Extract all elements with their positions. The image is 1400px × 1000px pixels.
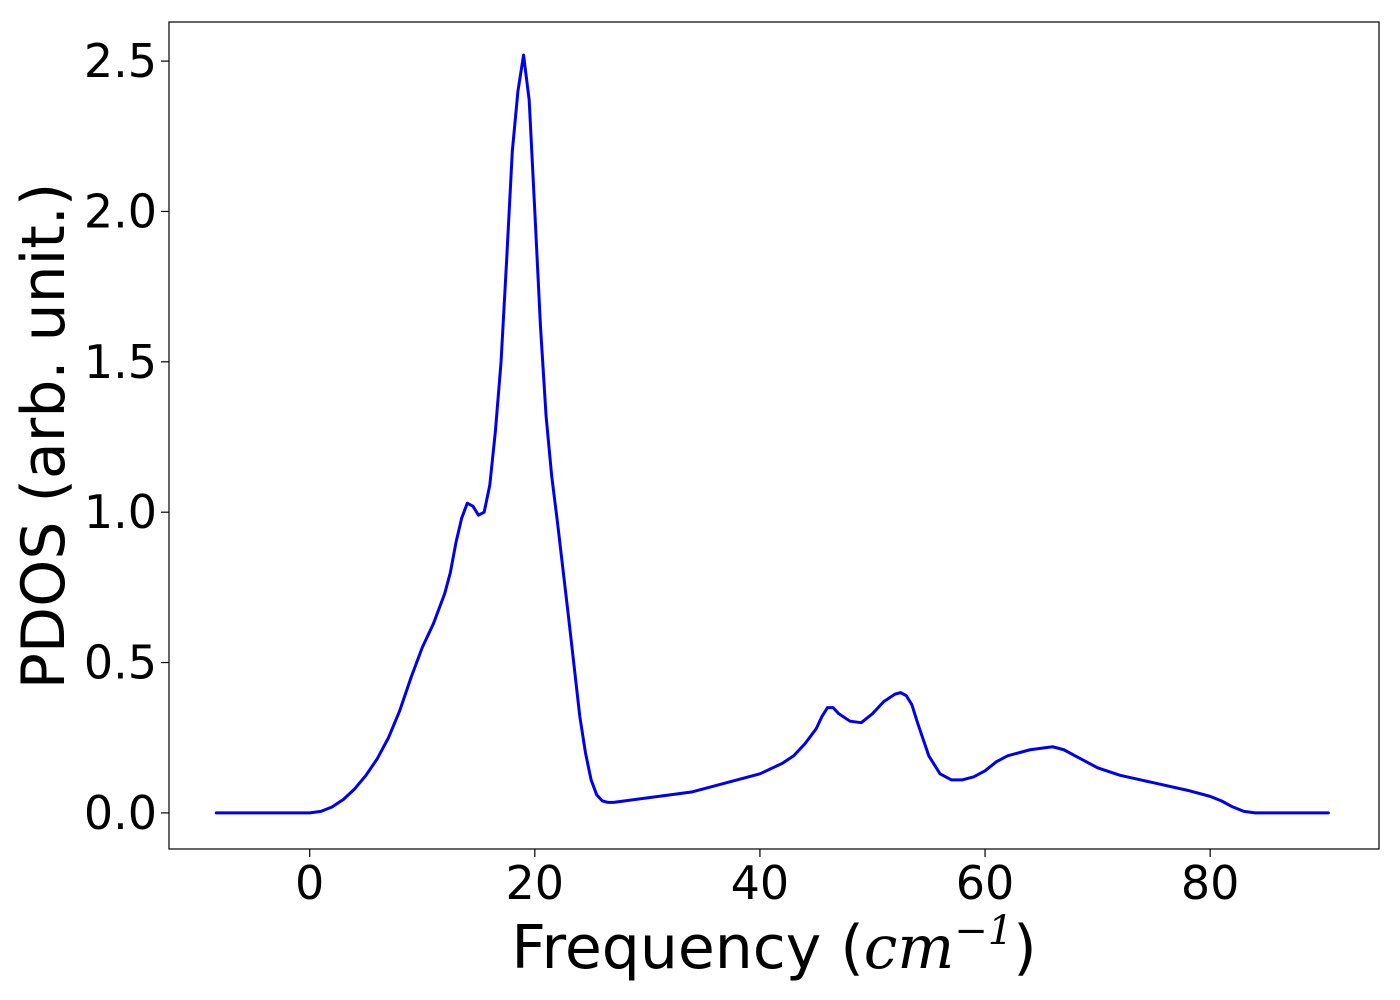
x-axis-title-open-paren: ( (821, 913, 863, 983)
y-tick-label: 2.0 (84, 184, 157, 238)
series-line-0 (214, 53, 1330, 815)
y-tick-label: 1.5 (84, 335, 157, 389)
x-tick-label: 20 (506, 856, 565, 910)
y-tick-label: 2.5 (84, 34, 157, 88)
y-tick-label: 0.0 (84, 786, 157, 840)
x-axis-title: Frequency (cm−1) (511, 908, 1036, 983)
x-axis-ticks: 0 20 40 60 80 (295, 849, 1239, 910)
x-axis-title-unit: cm (864, 913, 955, 983)
y-axis-ticks: 0.0 0.5 1.0 1.5 2.0 2.5 (84, 34, 169, 840)
plot-frame (168, 21, 1380, 850)
x-axis-title-unit-exponent: −1 (954, 908, 1013, 954)
y-axis-title: PDOS (arb. unit.) (9, 183, 79, 690)
y-tick-label: 0.5 (84, 636, 157, 690)
x-axis-title-text: Frequency (511, 913, 821, 983)
series-layer (214, 53, 1330, 815)
x-axis-title-close-paren: ) (1013, 913, 1036, 983)
y-tick-label: 1.0 (84, 485, 157, 539)
x-tick-label: 0 (295, 856, 324, 910)
x-tick-label: 60 (956, 856, 1015, 910)
x-tick-label: 40 (731, 856, 790, 910)
x-tick-label: 80 (1181, 856, 1240, 910)
